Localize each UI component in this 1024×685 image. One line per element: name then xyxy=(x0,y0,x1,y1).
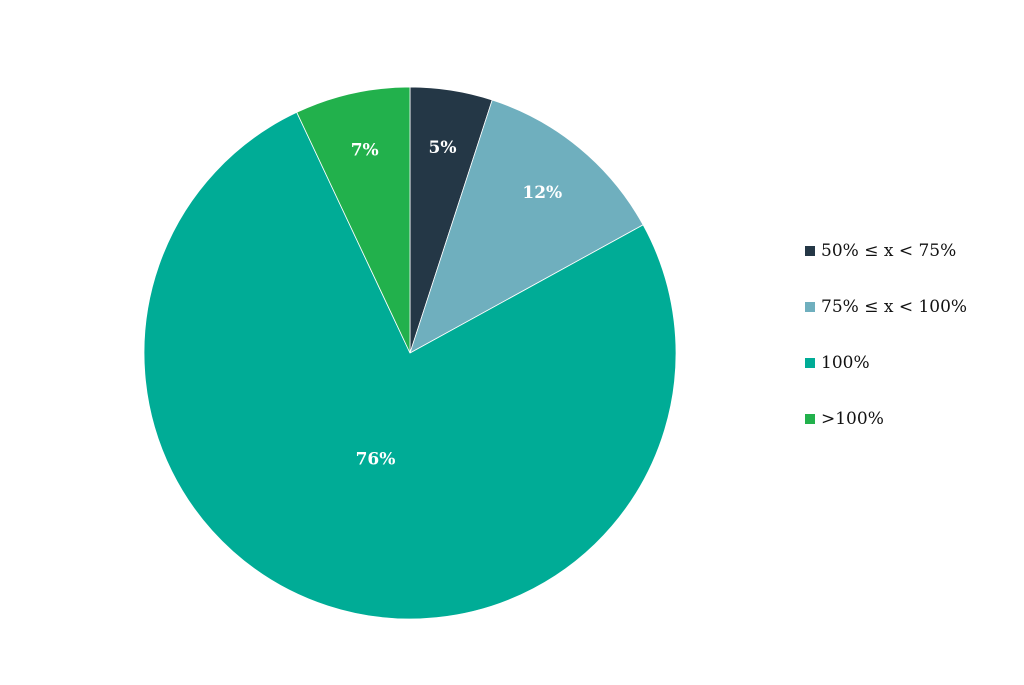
pie-slice-3 xyxy=(296,86,411,354)
legend-label-2: 100% xyxy=(821,353,870,373)
pie-data-labels: 5% 12% 76% 7% xyxy=(351,138,562,469)
legend-label-3: >100% xyxy=(821,409,884,429)
legend-item-0: 50% ≤ x < 75% xyxy=(805,240,1015,262)
legend-swatch-2 xyxy=(805,358,815,368)
legend-item-1: 75% ≤ x < 100% xyxy=(805,296,1015,318)
legend-swatch-3 xyxy=(805,414,815,424)
pie-data-label-3: 7% xyxy=(351,141,379,161)
pie-data-label-0: 5% xyxy=(429,138,457,158)
legend-item-3: >100% xyxy=(805,408,1015,430)
legend-label-1: 75% ≤ x < 100% xyxy=(821,297,968,317)
pie-slice-1 xyxy=(409,99,644,354)
legend-swatch-1 xyxy=(805,302,815,312)
legend-item-2: 100% xyxy=(805,352,1015,374)
pie-slice-2 xyxy=(143,111,677,620)
pie-data-label-1: 12% xyxy=(522,183,562,203)
pie-slices xyxy=(143,86,677,620)
legend-swatch-0 xyxy=(805,246,815,256)
legend-label-0: 50% ≤ x < 75% xyxy=(821,241,957,261)
pie-data-label-2: 76% xyxy=(356,449,396,469)
legend: 50% ≤ x < 75% 75% ≤ x < 100% 100% >100% xyxy=(805,240,1015,464)
